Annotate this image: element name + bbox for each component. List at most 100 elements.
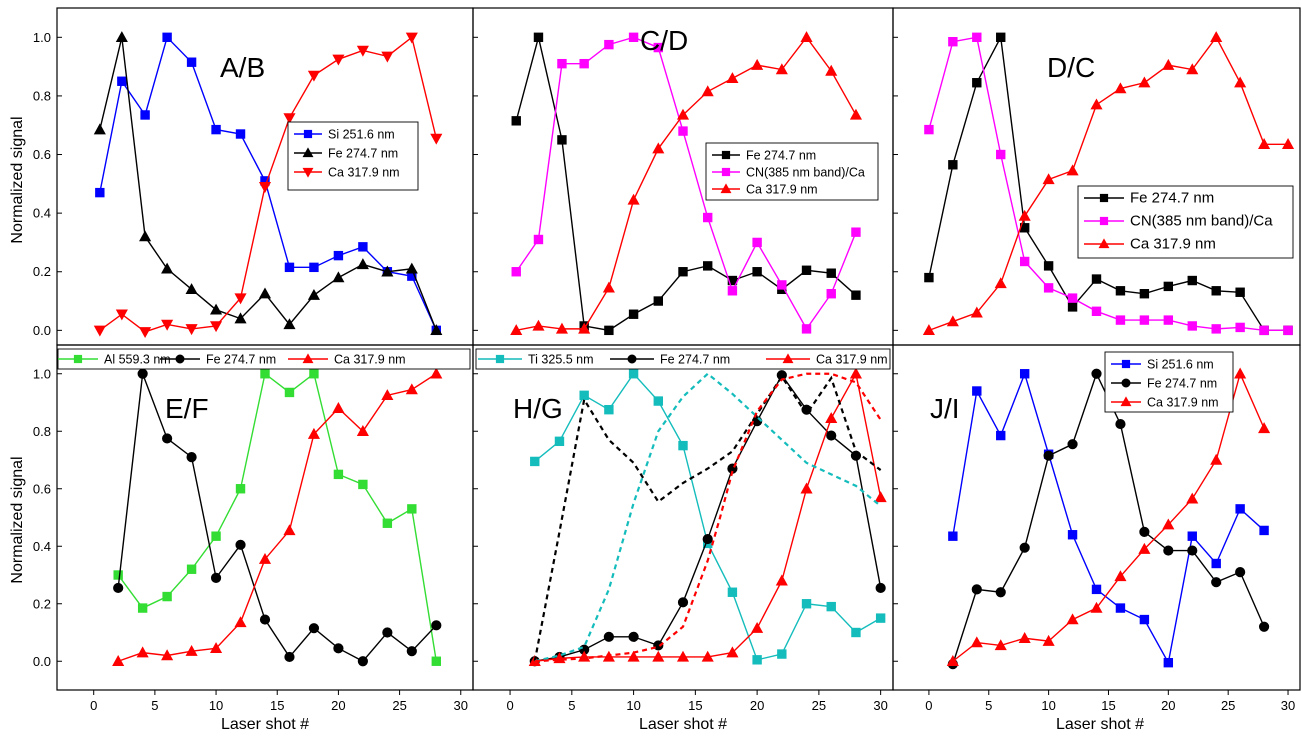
data-point [302, 147, 314, 158]
data-point [1186, 63, 1199, 75]
data-point [139, 327, 152, 339]
data-point [1091, 306, 1102, 317]
data-point [1187, 545, 1198, 556]
data-point [1235, 322, 1245, 333]
data-point [800, 482, 813, 494]
data-point [1162, 518, 1175, 530]
legend-item: CN(385 nm band)/Ca [1084, 213, 1273, 230]
legend-item: Fe 274.7 nm [1111, 377, 1217, 391]
data-point [382, 518, 393, 528]
data-point [1121, 378, 1131, 388]
y-tick-label: 1.0 [33, 30, 51, 45]
data-point [307, 288, 320, 300]
data-point [113, 582, 124, 594]
series-dashed-3 [533, 374, 882, 662]
series-ca-317-9-nm [93, 32, 443, 339]
x-tick-label: 5 [568, 698, 575, 713]
data-point [283, 318, 296, 330]
data-point [307, 427, 320, 439]
x-tick-label: 0 [90, 698, 97, 713]
data-point [430, 367, 443, 379]
data-point [356, 425, 369, 436]
data-point [137, 368, 148, 379]
data-point [235, 484, 246, 494]
data-point [185, 644, 198, 656]
data-point [1162, 58, 1175, 70]
data-point [970, 636, 983, 648]
data-point [260, 369, 270, 379]
data-point [826, 289, 836, 299]
series-si-251-6-nm [948, 369, 1269, 668]
data-point [678, 126, 688, 136]
data-point [1186, 492, 1199, 504]
data-point [996, 430, 1006, 441]
legend-item: Si 251.6 nm [1111, 358, 1214, 372]
data-point [849, 367, 862, 379]
data-point [1138, 542, 1151, 554]
legend-label: CN(385 nm band)/Ca [746, 166, 865, 180]
panel-j-i [892, 344, 1301, 695]
data-point [1258, 422, 1271, 434]
legend-label: Ca 317.9 nm [328, 166, 400, 180]
legend-label: Fe 274.7 nm [1130, 190, 1214, 207]
x-tick-label: 5 [151, 698, 158, 713]
data-point [1115, 418, 1126, 430]
data-point [1258, 621, 1270, 632]
data-point [996, 32, 1006, 43]
series-line [952, 371, 1265, 665]
series-fe-274-7-nm [93, 31, 443, 336]
x-axis-title-center: Laser shot # [639, 716, 727, 733]
data-point [652, 650, 665, 662]
data-point [510, 324, 523, 336]
data-point [1043, 261, 1054, 271]
data-point [703, 261, 713, 271]
data-point [234, 312, 247, 324]
series-ca-317-9-nm [528, 367, 887, 666]
data-point [627, 193, 640, 205]
data-point [677, 597, 689, 608]
panel-label-j-i: J/I [930, 393, 960, 424]
x-tick-label: 25 [1221, 698, 1235, 713]
data-point [627, 354, 637, 364]
data-point [726, 646, 739, 658]
data-point [1138, 76, 1151, 88]
x-tick-label: 25 [392, 698, 406, 713]
data-point [1187, 275, 1197, 286]
data-point [653, 396, 663, 406]
data-point [800, 31, 813, 43]
data-point [1234, 367, 1247, 379]
series-ca-317-9-nm [510, 31, 862, 336]
panel-a-b [56, 7, 474, 346]
legend-item: Fe 274.7 nm [1084, 190, 1214, 207]
data-point [532, 319, 545, 331]
data-point [235, 539, 246, 550]
series-line [952, 371, 1265, 665]
data-point [628, 631, 639, 642]
data-point [1139, 315, 1150, 325]
data-point [1211, 577, 1222, 588]
data-point [851, 227, 861, 237]
data-point [1115, 315, 1126, 325]
data-point [382, 627, 393, 638]
x-tick-label: 20 [331, 698, 345, 713]
data-point [333, 643, 344, 654]
y-tick-label: 0.6 [33, 481, 51, 496]
data-point [283, 524, 296, 536]
data-point [136, 646, 149, 658]
data-point [1139, 526, 1150, 537]
legend-item: Ca 317.9 nm [766, 353, 888, 367]
data-point [332, 402, 345, 413]
data-point [1018, 632, 1031, 643]
data-point [1090, 601, 1103, 613]
data-point [1066, 613, 1079, 625]
legend-item: Ca 317.9 nm [294, 166, 400, 180]
series-ca-317-9-nm [922, 31, 1295, 336]
data-point [554, 436, 565, 447]
legend-item: Ca 317.9 nm [1084, 236, 1216, 253]
data-point [555, 322, 568, 334]
legend-item: Fe 274.7 nm [160, 353, 276, 367]
data-point [922, 324, 935, 336]
data-point [702, 533, 713, 545]
data-point [1043, 283, 1054, 293]
